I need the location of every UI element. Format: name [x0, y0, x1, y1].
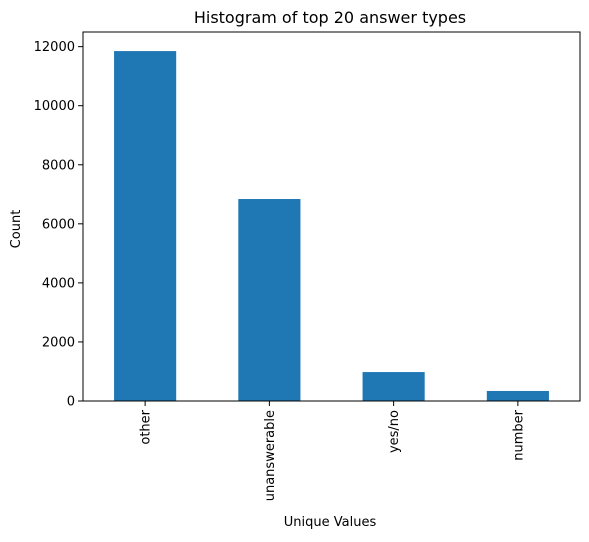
- bar-number: [486, 390, 549, 401]
- x-tick-label: number: [511, 409, 526, 460]
- y-axis-label: Count: [9, 210, 24, 249]
- y-tick-label: 8000: [42, 158, 75, 173]
- y-tick-label: 2000: [42, 335, 75, 350]
- x-axis: other unanswerable yes/no number: [139, 401, 526, 501]
- y-tick-label: 6000: [42, 217, 75, 232]
- plot-frame: [82, 31, 581, 402]
- y-tick-label: 0: [67, 395, 75, 410]
- bars-group: [114, 51, 549, 402]
- y-tick-label: 12000: [34, 40, 75, 55]
- bar-unanswerable: [238, 199, 301, 401]
- x-tick-label: other: [139, 409, 154, 444]
- x-tick-label: unanswerable: [263, 410, 278, 501]
- x-tick-label: yes/no: [387, 410, 402, 453]
- chart-title: Histogram of top 20 answer types: [194, 8, 466, 27]
- x-axis-label: Unique Values: [284, 515, 377, 530]
- bar-yes-no: [362, 372, 425, 401]
- y-axis: 0 2000 4000 6000 8000 10000 12000: [34, 40, 83, 410]
- bar-other: [114, 51, 177, 402]
- y-tick-label: 4000: [42, 276, 75, 291]
- y-tick-label: 10000: [34, 99, 75, 114]
